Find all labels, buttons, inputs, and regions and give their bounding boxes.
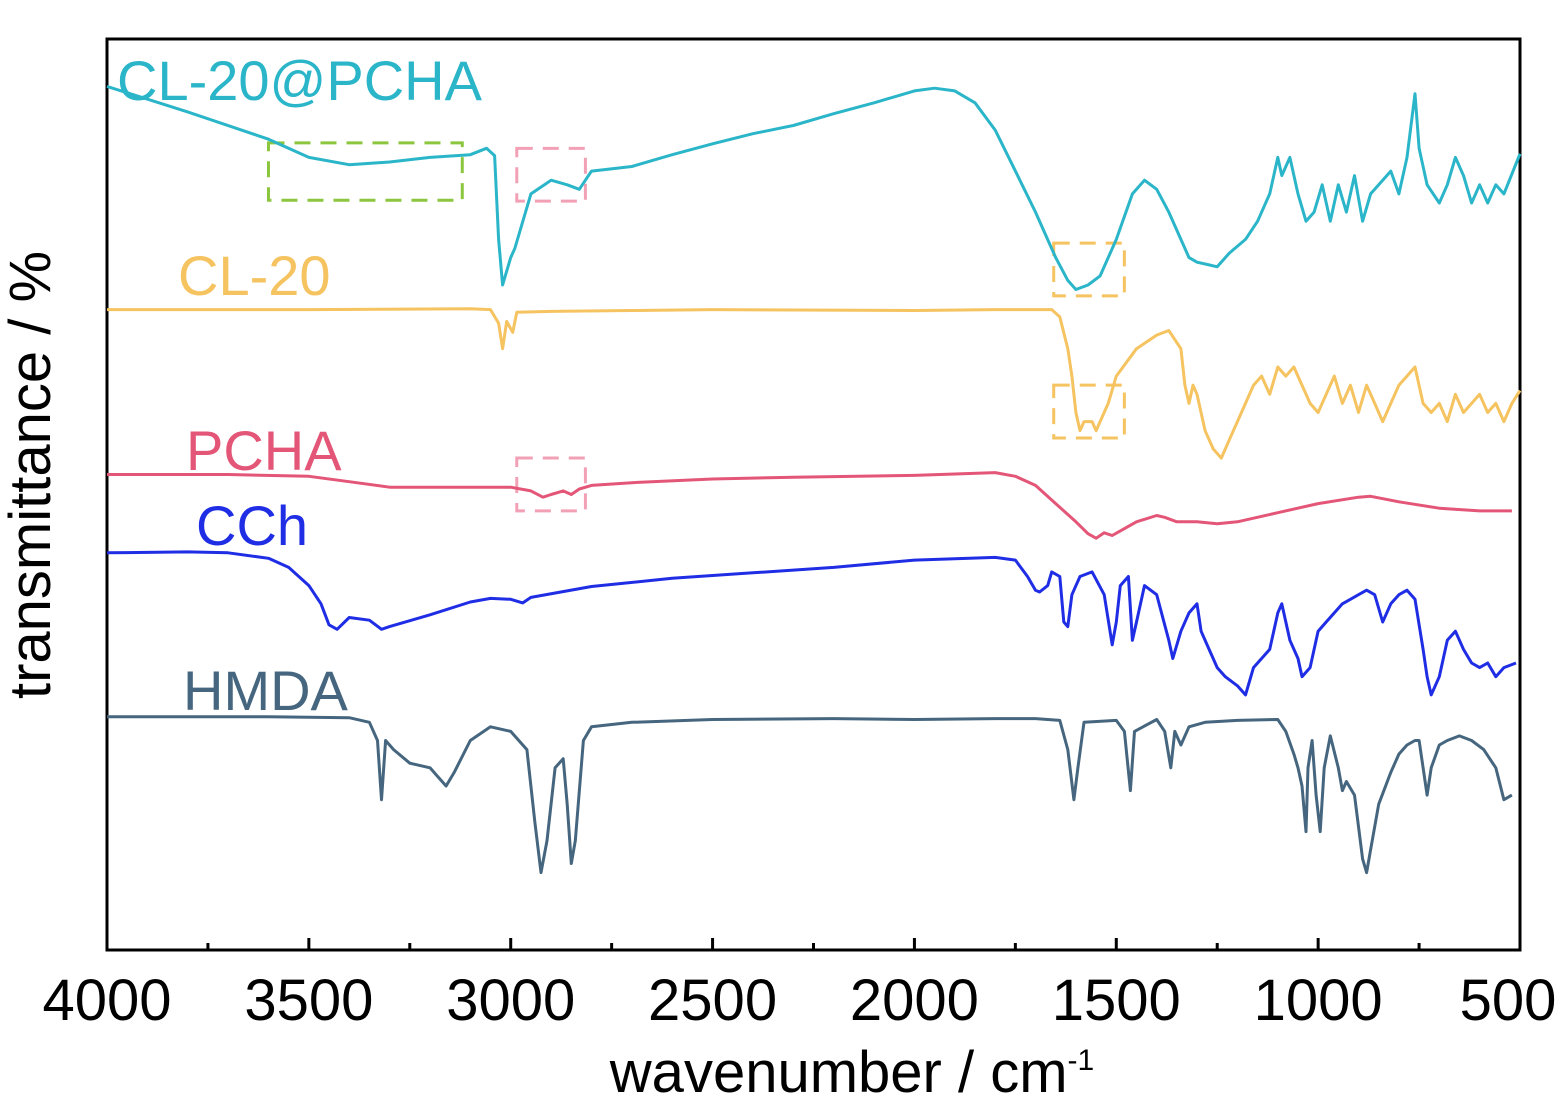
series-label-cl-20: CL-20 <box>178 244 331 307</box>
series-label-cl-20-pcha: CL-20@PCHA <box>117 49 483 112</box>
x-tick-label: 2000 <box>850 968 979 1033</box>
x-tick-label: 1500 <box>1052 968 1181 1033</box>
x-tick-label: 3000 <box>446 968 575 1033</box>
x-tick-label: 1000 <box>1254 968 1383 1033</box>
annotation-layer <box>266 141 1126 513</box>
series-line-hmda <box>107 715 1513 875</box>
highlight-dashed-box <box>515 146 587 203</box>
highlight-dashed-box <box>1052 383 1126 440</box>
trace-layer <box>106 84 1522 875</box>
x-tick-label: 500 <box>1460 968 1557 1033</box>
x-tick-label: 2500 <box>648 968 777 1033</box>
x-tick-label: 3500 <box>244 968 373 1033</box>
series-line-cl-20 <box>107 307 1522 460</box>
x-tick-label: 4000 <box>42 968 171 1033</box>
highlight-dashed-box <box>515 456 587 513</box>
highlight-dashed-box <box>1052 241 1126 298</box>
series-line-pcha <box>107 471 1512 540</box>
series-label-layer: CL-20@PCHA CL-20 PCHA CCh HMDA <box>117 49 483 722</box>
x-axis-title: wavenumber / cm-1 <box>609 1040 1094 1104</box>
x-tick-layer: 4000 3500 3000 2500 2000 1500 1000 500 <box>42 938 1556 1033</box>
series-line-cl-20-pcha <box>106 84 1522 291</box>
highlight-dashed-box <box>266 141 464 202</box>
series-label-hmda: HMDA <box>183 659 349 722</box>
series-label-cch: CCh <box>196 494 308 557</box>
series-line-cch <box>106 550 1517 697</box>
series-label-pcha: PCHA <box>186 419 342 482</box>
y-axis-title: transmittance / % <box>0 251 63 699</box>
